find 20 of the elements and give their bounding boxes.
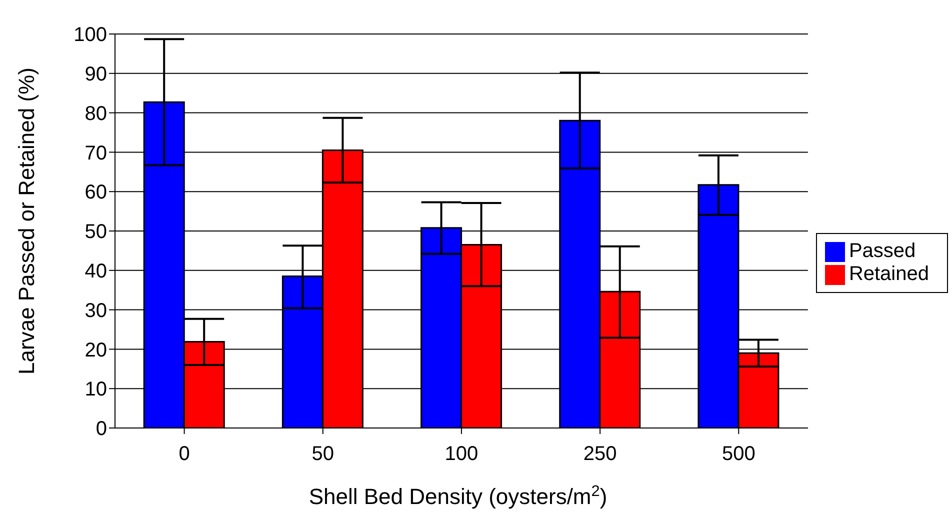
y-tick-label: 60 bbox=[84, 182, 107, 204]
x-tick-label: 500 bbox=[722, 443, 756, 466]
x-tick-label: 50 bbox=[312, 443, 334, 466]
y-tick-label: 80 bbox=[84, 102, 107, 125]
legend-label: Passed bbox=[848, 240, 916, 262]
y-tick-label: 40 bbox=[84, 260, 107, 282]
y-tick-label: 10 bbox=[84, 378, 107, 401]
legend-label: Retained bbox=[848, 263, 929, 285]
y-axis-title: Larvae Passed or Retained (%) bbox=[14, 68, 39, 374]
x-axis-title: Shell Bed Density (oysters/m$^{2}$) bbox=[308, 482, 608, 509]
y-tick-label: 0 bbox=[96, 418, 107, 440]
y-tick-label: 90 bbox=[84, 64, 107, 86]
x-tick-label: 250 bbox=[583, 443, 617, 466]
y-tick-label: 100 bbox=[74, 24, 107, 46]
y-tick-label: 20 bbox=[84, 339, 107, 362]
x-tick-label: 100 bbox=[444, 443, 478, 466]
x-tick-label: 0 bbox=[178, 443, 190, 466]
y-tick-label: 30 bbox=[84, 300, 107, 322]
y-tick-label: 50 bbox=[84, 221, 107, 244]
y-tick-label: 70 bbox=[84, 142, 107, 164]
